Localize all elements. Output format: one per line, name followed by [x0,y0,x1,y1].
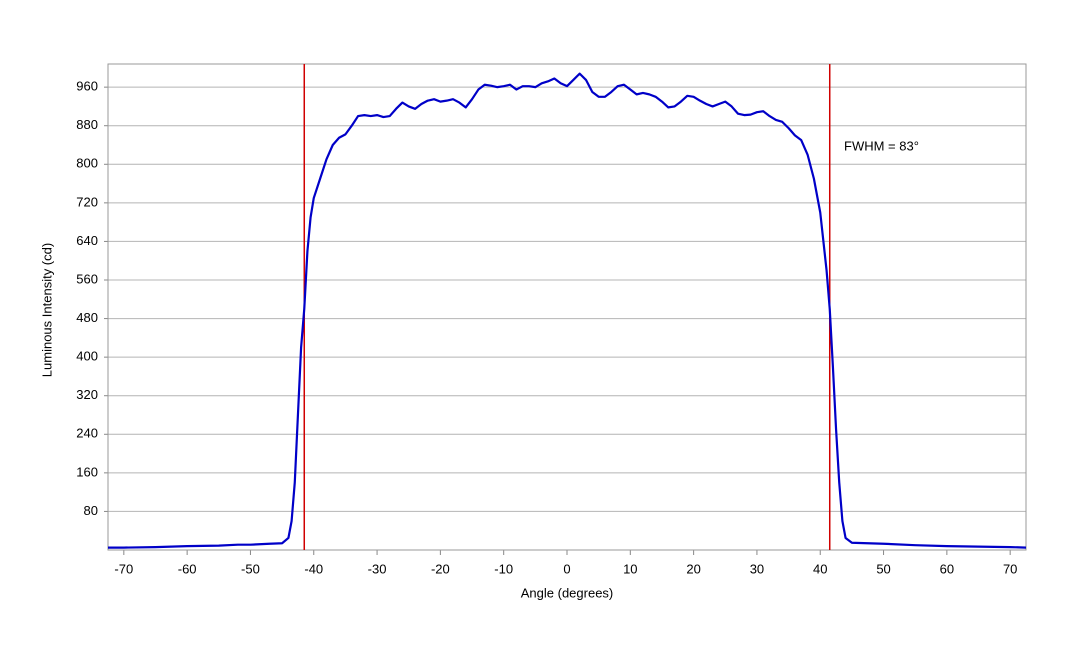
x-tick-label: -40 [304,561,323,576]
y-tick-label: 960 [76,79,98,94]
x-tick-label: 60 [940,561,954,576]
y-tick-label: 320 [76,387,98,402]
y-tick-label: 720 [76,194,98,209]
x-tick-label: 0 [563,561,570,576]
y-tick-label: 880 [76,117,98,132]
x-tick-label: 50 [876,561,890,576]
x-tick-label: 40 [813,561,827,576]
x-tick-label: -60 [178,561,197,576]
x-tick-label: -50 [241,561,260,576]
x-tick-label: -30 [368,561,387,576]
x-tick-label: 20 [686,561,700,576]
plot-frame [107,63,1027,551]
y-tick-label: 400 [76,349,98,364]
x-tick-label: 70 [1003,561,1017,576]
y-tick-label: 160 [76,464,98,479]
y-tick-label: 240 [76,426,98,441]
y-tick-label: 80 [84,503,98,518]
y-tick-label: 640 [76,233,98,248]
x-tick-label: 10 [623,561,637,576]
y-tick-label: 480 [76,310,98,325]
x-axis-label: Angle (degrees) [521,585,614,600]
y-tick-label: 800 [76,156,98,171]
y-axis-label: Luminous Intensity (cd) [39,243,54,377]
x-tick-label: -10 [494,561,513,576]
annotation: FWHM = 83° [844,138,919,153]
x-tick-label: -70 [114,561,133,576]
data-line [108,72,1027,549]
x-tick-label: -20 [431,561,450,576]
y-tick-label: 560 [76,271,98,286]
x-tick-label: 30 [750,561,764,576]
